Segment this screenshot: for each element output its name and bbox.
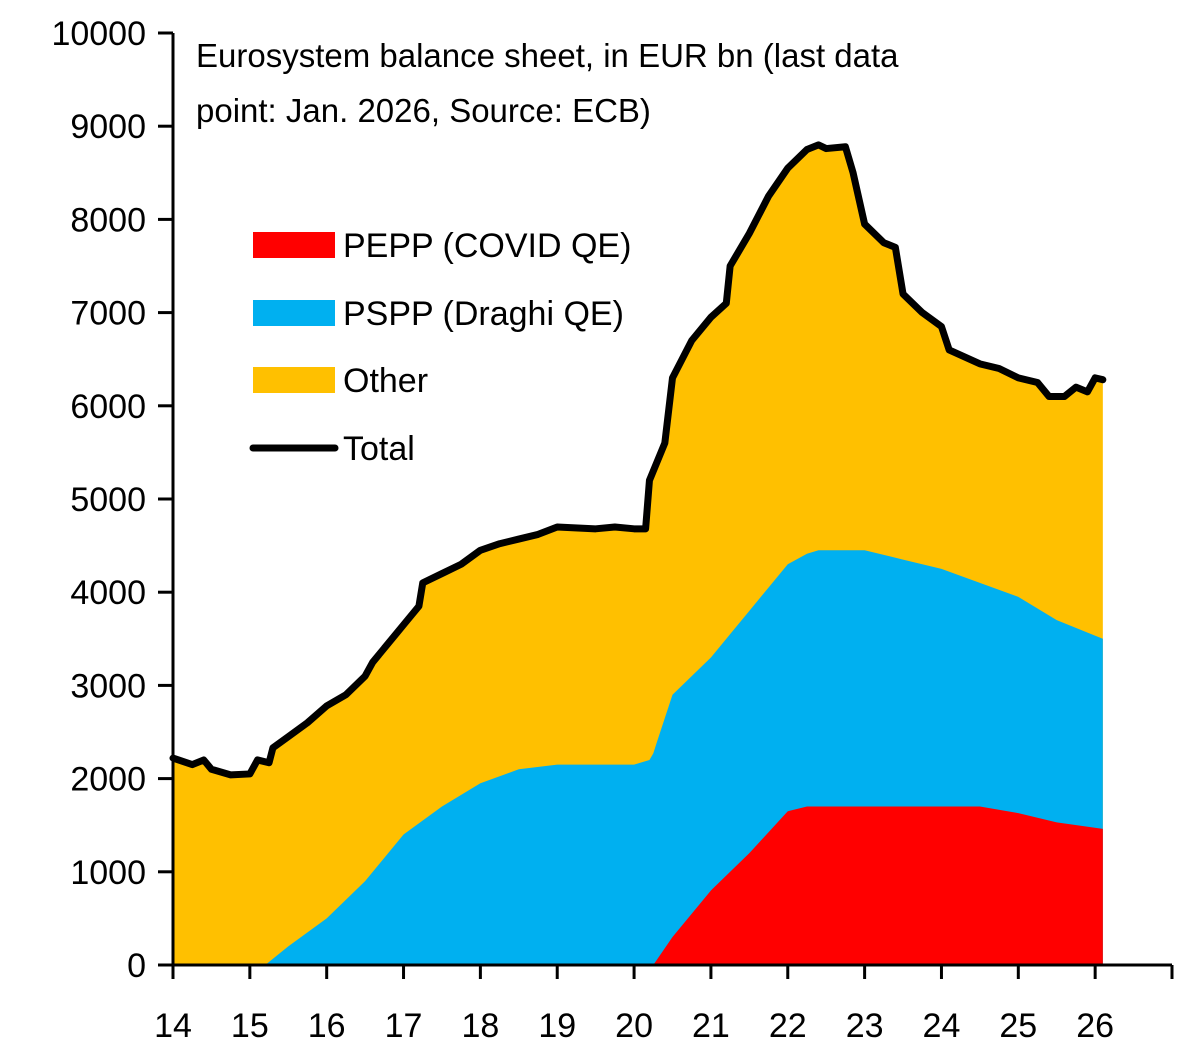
legend-swatch-other [253, 367, 335, 393]
x-tick-label: 17 [385, 1007, 423, 1045]
y-tick-label: 5000 [70, 481, 146, 519]
y-tick-label: 10000 [51, 15, 146, 53]
chart-title-line-1: Eurosystem balance sheet, in EUR bn (las… [196, 37, 899, 74]
x-tick-label: 15 [231, 1007, 269, 1045]
x-tick-label: 19 [538, 1007, 576, 1045]
x-tick-label: 23 [846, 1007, 884, 1045]
y-tick-label: 6000 [70, 388, 146, 426]
legend-swatch-pepp [253, 232, 335, 258]
y-tick-label: 1000 [70, 854, 146, 892]
area-pepp [653, 806, 1103, 965]
plot-areas [169, 141, 1107, 966]
x-tick-label: 21 [692, 1007, 730, 1045]
y-tick-label: 9000 [70, 108, 146, 146]
x-tick-label: 18 [461, 1007, 499, 1045]
y-tick-label: 3000 [70, 667, 146, 705]
x-tick-label: 14 [154, 1007, 192, 1045]
y-tick-label: 2000 [70, 761, 146, 799]
legend-swatch-pspp [253, 300, 335, 326]
y-tick-label: 8000 [70, 201, 146, 239]
x-tick-label: 20 [615, 1007, 653, 1045]
legend-label-pepp: PEPP (COVID QE) [343, 227, 631, 265]
legend-label-pspp: PSPP (Draghi QE) [343, 295, 624, 333]
legend: PEPP (COVID QE) PSPP (Draghi QE) Other T… [249, 227, 631, 468]
legend-label-other: Other [343, 362, 428, 400]
legend-label-total: Total [343, 430, 415, 468]
x-tick-label: 22 [769, 1007, 807, 1045]
axes: 0 1000 2000 3000 4000 5000 6000 7000 8000 9000 100… [51, 15, 1174, 1045]
chart-title-line-2: point: Jan. 2026, Source: ECB) [196, 92, 651, 129]
x-tick-label: 26 [1076, 1007, 1114, 1045]
x-tick-label: 24 [923, 1007, 961, 1045]
y-tick-label: 7000 [70, 295, 146, 333]
y-tick-label: 4000 [70, 574, 146, 612]
y-tick-label: 0 [127, 947, 146, 985]
x-tick-label: 16 [308, 1007, 346, 1045]
total-line [169, 141, 1107, 779]
x-tick-label: 25 [999, 1007, 1037, 1045]
